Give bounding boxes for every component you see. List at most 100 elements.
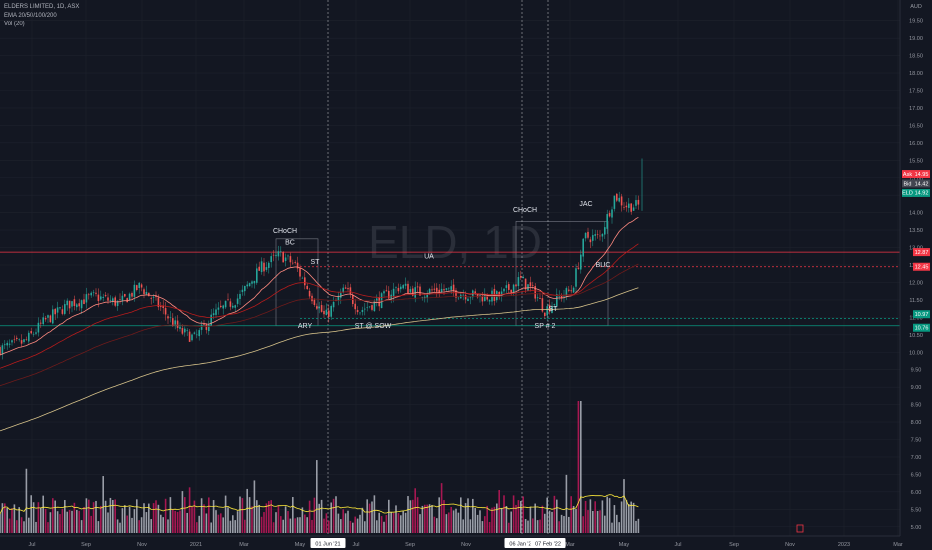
candle-body bbox=[368, 306, 371, 308]
price-tick-label: 8.50 bbox=[911, 403, 922, 409]
volume-bar bbox=[409, 500, 412, 533]
volume-bar bbox=[301, 507, 304, 533]
volume-bar bbox=[97, 521, 100, 533]
candle-body bbox=[191, 334, 193, 341]
volume-bar bbox=[227, 507, 229, 533]
candle-body bbox=[212, 313, 215, 316]
volume-bar bbox=[570, 496, 572, 533]
volume-bar bbox=[527, 520, 529, 533]
volume-bar bbox=[637, 518, 640, 533]
candle-body bbox=[536, 297, 539, 299]
volume-bar bbox=[80, 520, 83, 533]
candle-body bbox=[112, 298, 114, 302]
volume-bars bbox=[0, 401, 640, 533]
price-tag-value-bg bbox=[913, 170, 930, 179]
candle-body bbox=[143, 289, 145, 295]
goto-realtime-icon[interactable] bbox=[796, 524, 804, 533]
candle-body bbox=[455, 290, 457, 298]
volume-bar bbox=[534, 503, 536, 533]
volume-bar bbox=[52, 498, 54, 533]
candle-body bbox=[606, 214, 608, 229]
volume-bar bbox=[503, 495, 505, 533]
price-tick-label: 12.00 bbox=[909, 280, 923, 286]
volume-bar bbox=[500, 507, 503, 533]
volume-bar bbox=[224, 495, 227, 533]
price-tag-value: 14.92 bbox=[915, 191, 929, 197]
price-tag-value-bg bbox=[913, 248, 930, 257]
candle-body bbox=[176, 320, 179, 328]
candle-body bbox=[277, 251, 280, 257]
candle-body bbox=[366, 307, 368, 308]
volume-indicator-label[interactable]: Vol (20) bbox=[4, 21, 25, 27]
candle-body bbox=[236, 298, 239, 304]
price-tag-value: 10.97 bbox=[915, 312, 929, 318]
volume-bar bbox=[589, 499, 592, 533]
candle-body bbox=[412, 288, 414, 296]
price-tick-label: 14.00 bbox=[909, 211, 923, 217]
volume-bar bbox=[450, 506, 452, 533]
volume-bar bbox=[167, 519, 169, 533]
candle-body bbox=[215, 309, 217, 315]
candle-body bbox=[332, 301, 335, 308]
volume-bar bbox=[618, 522, 620, 533]
volume-bar bbox=[385, 514, 388, 533]
candle-body bbox=[232, 305, 234, 308]
candle-body bbox=[630, 203, 632, 212]
price-tick-label: 9.50 bbox=[911, 368, 922, 374]
volume-bar bbox=[30, 495, 32, 533]
volume-bar bbox=[320, 499, 323, 533]
candle-body bbox=[431, 289, 433, 291]
volume-bar bbox=[522, 496, 524, 533]
volume-bar bbox=[445, 514, 448, 533]
annotation-label: BUC bbox=[596, 262, 611, 269]
volume-bar bbox=[332, 498, 335, 533]
candle-body bbox=[546, 306, 548, 316]
volume-bar bbox=[498, 490, 500, 533]
time-tick-label: Mar bbox=[893, 542, 903, 548]
candle-body bbox=[71, 301, 73, 307]
candle-body bbox=[395, 287, 397, 288]
volume-bar bbox=[313, 497, 316, 533]
candle-body bbox=[467, 298, 469, 301]
volume-bar bbox=[61, 509, 64, 533]
candle-body bbox=[541, 298, 544, 312]
candle-body bbox=[162, 305, 164, 308]
volume-bar bbox=[402, 510, 404, 533]
volume-bar bbox=[256, 500, 258, 533]
candle-body bbox=[457, 297, 460, 299]
price-tag-value: 14.42 bbox=[915, 181, 929, 187]
candle-body bbox=[575, 268, 577, 287]
volume-bar bbox=[364, 521, 366, 533]
candle-body bbox=[241, 289, 244, 293]
candle-body bbox=[313, 299, 316, 305]
volume-bar bbox=[359, 514, 361, 533]
volume-bar bbox=[510, 511, 512, 533]
volume-bar bbox=[328, 520, 330, 533]
volume-bar bbox=[376, 520, 378, 533]
volume-bar bbox=[92, 502, 95, 533]
price-axis: 19.50 19.00 18.50 18.00 17.50 17.00 16.50 16.00… bbox=[909, 19, 923, 531]
candle-body bbox=[337, 295, 340, 301]
volume-bar bbox=[476, 514, 479, 533]
volume-bar bbox=[383, 521, 385, 533]
candle-body bbox=[532, 285, 534, 286]
volume-bar bbox=[152, 503, 155, 533]
price-tag-value-bg bbox=[913, 179, 930, 188]
volume-bar bbox=[340, 519, 342, 533]
candle-body bbox=[42, 317, 44, 325]
event-vlines bbox=[327, 0, 549, 536]
volume-bar bbox=[529, 506, 532, 533]
symbol-title[interactable]: ELDERS LIMITED, 1D, ASX bbox=[4, 4, 80, 10]
time-tick-label: 2023 bbox=[838, 542, 850, 548]
time-tick-label: Jul bbox=[352, 542, 359, 548]
candle-body bbox=[148, 292, 150, 297]
candle-body bbox=[8, 343, 11, 345]
volume-bar bbox=[308, 500, 311, 533]
candle-body bbox=[611, 209, 613, 218]
volume-bar bbox=[390, 512, 392, 533]
volume-bar bbox=[580, 401, 582, 533]
volume-bar bbox=[20, 517, 23, 533]
volume-bar bbox=[416, 497, 419, 533]
ema-indicator-label[interactable]: EMA 20/50/100/200 bbox=[4, 12, 57, 19]
